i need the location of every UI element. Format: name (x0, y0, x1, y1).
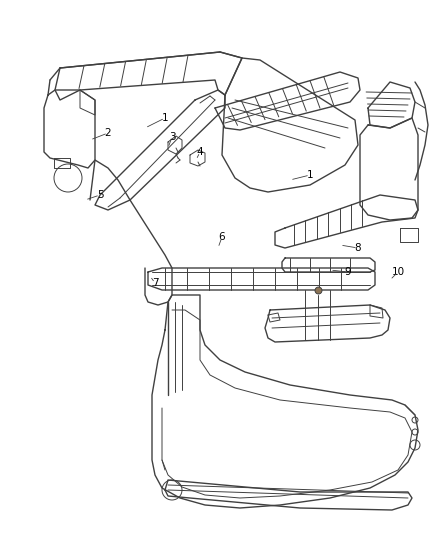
Text: 9: 9 (345, 267, 351, 277)
Text: 10: 10 (392, 267, 405, 277)
Text: 1: 1 (162, 113, 168, 123)
Text: 3: 3 (169, 132, 175, 142)
Text: 7: 7 (152, 278, 158, 288)
Text: 5: 5 (97, 190, 103, 200)
Text: 1: 1 (307, 170, 313, 180)
Text: 8: 8 (355, 243, 361, 253)
Text: 2: 2 (105, 128, 111, 138)
Text: 4: 4 (197, 147, 203, 157)
Text: 6: 6 (219, 232, 225, 242)
